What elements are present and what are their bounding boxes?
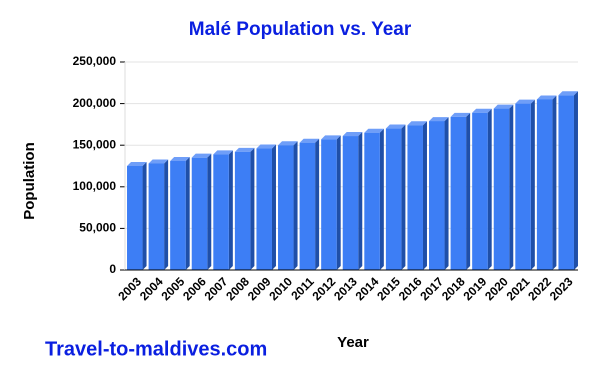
x-tick-label: 2019 [461, 274, 490, 303]
bar-side [466, 112, 471, 270]
x-tick-label: 2013 [331, 274, 360, 303]
bar-side [250, 147, 255, 270]
bar-side [185, 157, 190, 270]
y-axis-label: Population [21, 142, 38, 220]
x-tick-label: 2017 [417, 274, 446, 303]
bar-side [573, 91, 578, 270]
bar [234, 151, 251, 270]
y-tick-label: 100,000 [73, 179, 117, 193]
bar [385, 128, 402, 270]
x-tick-label: 2005 [159, 274, 188, 303]
bar [148, 163, 165, 270]
bar-top [278, 141, 298, 146]
x-tick-label: 2006 [180, 274, 209, 303]
x-tick-label: 2008 [223, 274, 252, 303]
bar [515, 103, 531, 270]
bar-side [530, 99, 535, 270]
bar [364, 132, 380, 270]
bar-top [170, 157, 190, 162]
y-tick-label: 250,000 [73, 54, 117, 68]
bar-side [336, 135, 341, 270]
bar-top [558, 91, 578, 96]
bar-top [385, 124, 406, 129]
bar-side [293, 141, 298, 270]
x-tick-label: 2003 [115, 274, 144, 303]
x-tick-label: 2011 [288, 274, 317, 303]
bar-top [342, 132, 363, 137]
bar-top [234, 147, 255, 152]
bar-side [401, 124, 406, 270]
bar-top [127, 162, 147, 166]
x-tick-label: 2012 [310, 274, 339, 303]
bar-side [487, 108, 492, 270]
x-tick-label: 2016 [396, 274, 425, 303]
chart-title: Malé Population vs. Year [189, 19, 412, 40]
bar-side [271, 144, 276, 270]
bar-side [228, 150, 233, 270]
y-tick-label: 150,000 [73, 137, 117, 151]
x-tick-label: 2004 [137, 274, 166, 303]
y-tick-label: 0 [109, 262, 116, 276]
bar-side [422, 121, 427, 271]
bar [536, 99, 553, 270]
x-tick-label: 2015 [374, 274, 403, 303]
bar [299, 142, 316, 270]
bar-side [142, 162, 147, 270]
bar [191, 157, 208, 270]
bar-side [444, 117, 449, 271]
x-axis-label: Year [337, 334, 369, 351]
x-tick-label: 2021 [504, 274, 533, 303]
bar-top [148, 159, 169, 164]
bar-top [256, 144, 276, 149]
bar-top [472, 108, 492, 113]
bar-top [515, 99, 535, 104]
bar-side [164, 159, 169, 270]
bar-top [299, 138, 320, 143]
bar-side [509, 104, 514, 270]
bar [558, 95, 574, 270]
bar-top [407, 121, 427, 126]
bar-top [364, 128, 384, 133]
bar-top [493, 104, 514, 109]
bar [278, 145, 294, 270]
watermark: Travel-to-maldives.com [45, 338, 267, 360]
bar [342, 136, 359, 270]
bar [321, 139, 337, 270]
x-tick-label: 2014 [353, 274, 382, 303]
bar-side [358, 132, 363, 270]
bar-side [315, 138, 320, 270]
x-tick-label: 2022 [525, 274, 554, 303]
bar-side [552, 95, 557, 270]
bar-top [450, 112, 471, 117]
y-tick-label: 200,000 [73, 96, 117, 110]
bar [407, 125, 423, 271]
bar-side [379, 128, 384, 270]
bar-top [429, 117, 449, 122]
bar [213, 154, 229, 270]
bar [472, 112, 488, 270]
x-tick-label: 2007 [202, 274, 231, 303]
x-tick-label: 2023 [547, 274, 576, 303]
x-tick-label: 2020 [482, 274, 511, 303]
bar [256, 148, 272, 270]
x-tick-label: 2010 [266, 274, 295, 303]
bar-top [536, 95, 557, 100]
y-tick-label: 50,000 [79, 221, 116, 235]
bar [127, 166, 143, 270]
bar-top [321, 135, 341, 140]
bar [429, 121, 445, 271]
bar [493, 108, 510, 270]
x-tick-label: 2009 [245, 274, 274, 303]
bar-top [191, 153, 212, 158]
bar-side [207, 153, 212, 270]
bar-top [213, 150, 233, 155]
bar [170, 161, 186, 270]
x-tick-label: 2018 [439, 274, 468, 303]
bar [450, 116, 467, 270]
